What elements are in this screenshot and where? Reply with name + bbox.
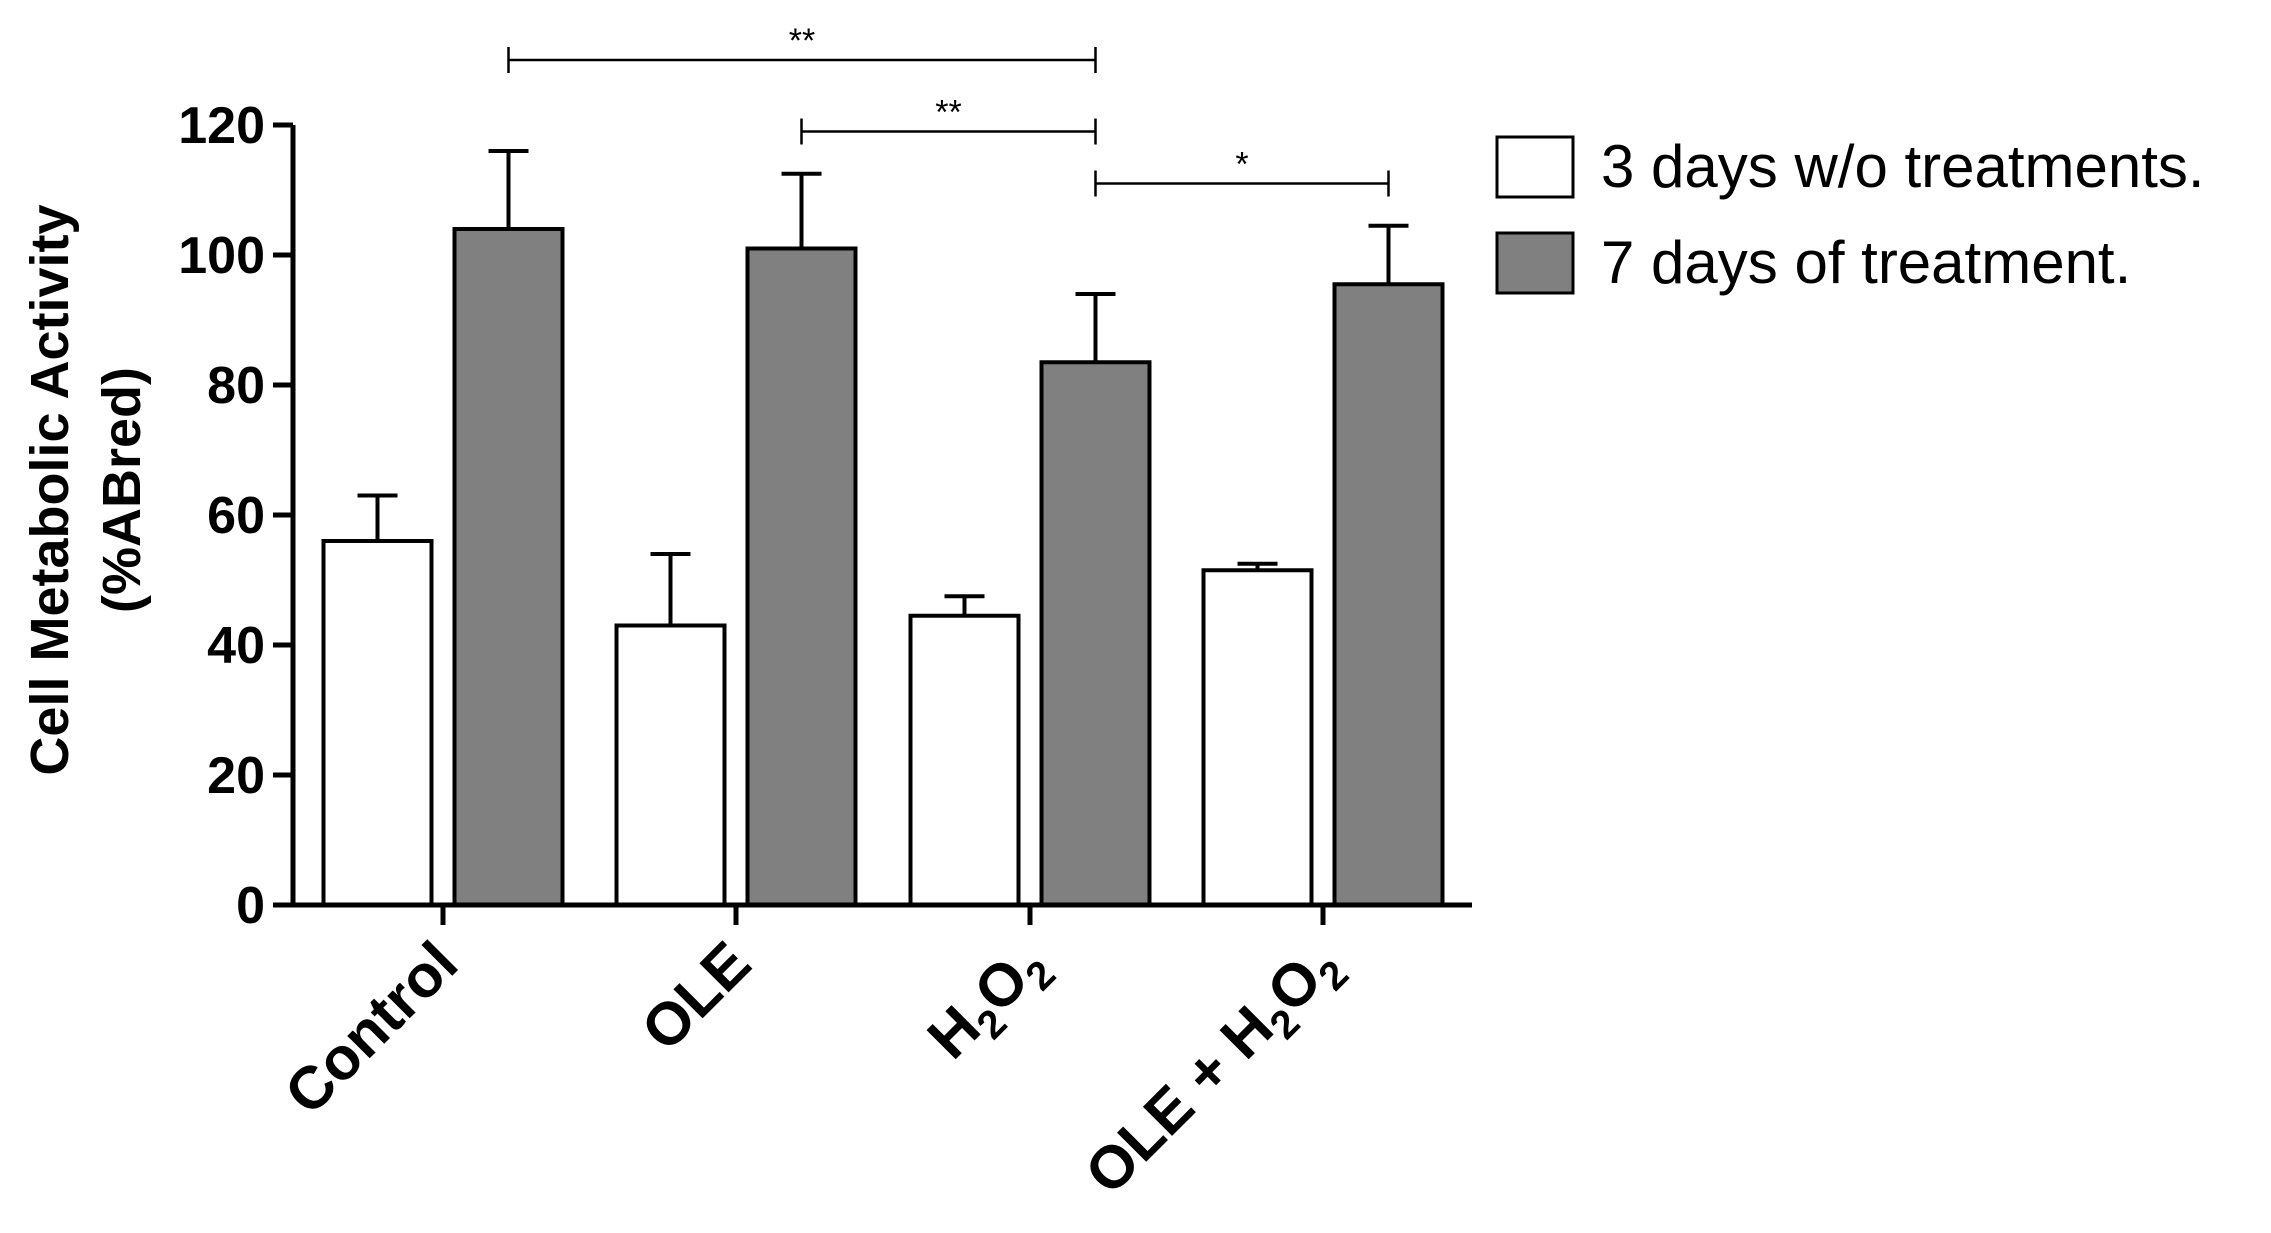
x-tick-label-main: OLE + H — [1072, 993, 1286, 1207]
significance-bracket: ** — [800, 94, 1097, 145]
y-axis-label-line2: (%ABred) — [92, 367, 152, 613]
y-tick-label: 60 — [207, 487, 265, 545]
error-bar — [1368, 223, 1409, 285]
error-bar — [781, 171, 822, 249]
x-tick-label: OLE — [629, 929, 764, 1064]
legend-label: 3 days w/o treatments. — [1601, 133, 2205, 200]
bar-7-days-1 — [745, 246, 858, 907]
y-tick-label: 40 — [207, 617, 265, 675]
bar-7-days-0 — [452, 227, 565, 907]
significance-bracket: ** — [507, 22, 1097, 73]
bar-3-days-3 — [1201, 568, 1314, 907]
x-tick-label: OLE + H2O2 — [1072, 929, 1357, 1214]
legend-label: 7 days of treatment. — [1601, 229, 2131, 296]
y-tick-label: 0 — [236, 877, 265, 935]
y-tick-label: 80 — [207, 357, 265, 415]
x-tick-label-main: OLE — [629, 929, 764, 1064]
error-bar — [1237, 561, 1278, 571]
error-bar — [357, 493, 398, 541]
x-tick-label-main: Control — [272, 929, 470, 1127]
error-bar — [650, 552, 691, 626]
significance-brackets: ***** — [507, 22, 1390, 197]
x-tick-label: H2O2 — [915, 929, 1065, 1079]
legend: 3 days w/o treatments. 7 days of treatmen… — [1495, 133, 2205, 296]
error-bar — [488, 149, 529, 229]
y-tick-label: 20 — [207, 747, 265, 805]
significance-label: * — [1235, 146, 1248, 184]
y-axis-label: Cell Metabolic Activity (%ABred) — [20, 204, 152, 775]
significance-bracket: * — [1094, 146, 1390, 197]
bars — [321, 149, 1445, 907]
bar-7-days-3 — [1332, 282, 1445, 907]
bar-3-days-1 — [614, 623, 727, 907]
legend-swatch — [1495, 135, 1575, 199]
legend-item: 7 days of treatment. — [1495, 229, 2131, 296]
y-axis-label-line1: Cell Metabolic Activity — [20, 204, 80, 775]
significance-label: ** — [935, 94, 961, 132]
legend-swatch — [1495, 231, 1575, 295]
significance-label: ** — [789, 22, 815, 60]
y-tick-label: 120 — [178, 97, 265, 155]
error-bar — [1075, 292, 1116, 363]
bar-3-days-2 — [908, 613, 1021, 907]
error-bar — [944, 594, 985, 616]
bar-3-days-0 — [321, 539, 434, 907]
y-tick-label: 100 — [178, 227, 265, 285]
bar-7-days-2 — [1039, 360, 1152, 907]
x-tick-label: Control — [272, 929, 470, 1127]
legend-item: 3 days w/o treatments. — [1495, 133, 2205, 200]
